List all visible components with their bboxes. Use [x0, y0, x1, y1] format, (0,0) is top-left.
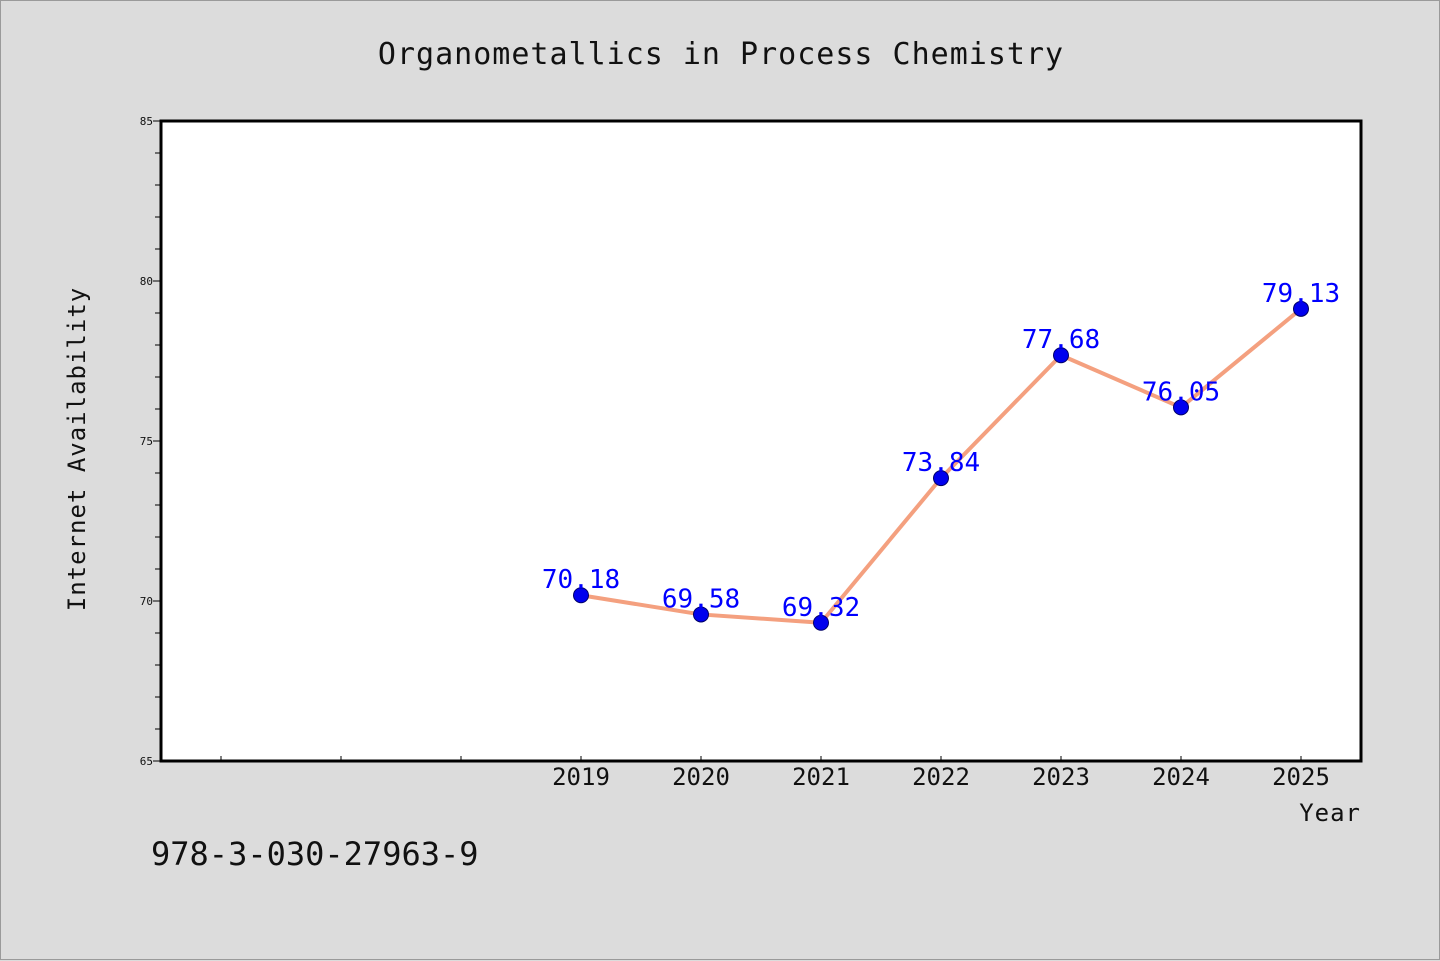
x-tick-label: 2024: [1152, 763, 1210, 791]
y-tick-label: 80: [140, 275, 153, 288]
data-label: 79.13: [1262, 279, 1340, 309]
data-label: 70.18: [542, 565, 620, 595]
data-point: [1173, 399, 1189, 416]
data-point: [1053, 347, 1069, 364]
x-tick-label: 2021: [792, 763, 850, 791]
data-point: [933, 470, 949, 487]
data-point: [813, 614, 829, 631]
data-labels: 70.18 69.58 69.32 73.84 77.68 76.05 79.13: [542, 279, 1340, 623]
y-axis-label: Internet Availability: [63, 287, 91, 611]
x-tick-label: 2019: [552, 763, 610, 791]
data-point: [693, 606, 709, 623]
y-axis: 65 70 75 80 85: [140, 115, 161, 768]
data-label: 77.68: [1022, 325, 1100, 355]
chart-title: Organometallics in Process Chemistry: [378, 37, 1064, 72]
x-axis-label: Year: [1299, 799, 1361, 827]
y-tick-label: 85: [140, 115, 153, 128]
x-tick-label: 2025: [1272, 763, 1330, 791]
y-tick-label: 70: [140, 595, 153, 608]
data-label: 69.32: [782, 593, 860, 623]
data-label: 76.05: [1142, 377, 1220, 407]
y-tick-label: 75: [140, 435, 153, 448]
data-point: [1293, 300, 1309, 317]
data-label: 73.84: [902, 448, 980, 478]
series-layer: [573, 300, 1309, 631]
isbn-text: 978-3-030-27963-9: [151, 835, 479, 873]
data-point: [573, 587, 589, 604]
plot-area: [159, 119, 1363, 763]
x-tick-label: 2023: [1032, 763, 1090, 791]
x-axis: 2019 2020 2021 2022 2023 2024 2025: [220, 756, 1330, 791]
data-label: 69.58: [662, 584, 740, 614]
y-tick-label: 65: [140, 755, 153, 768]
x-tick-label: 2020: [672, 763, 730, 791]
x-tick-label: 2022: [912, 763, 970, 791]
